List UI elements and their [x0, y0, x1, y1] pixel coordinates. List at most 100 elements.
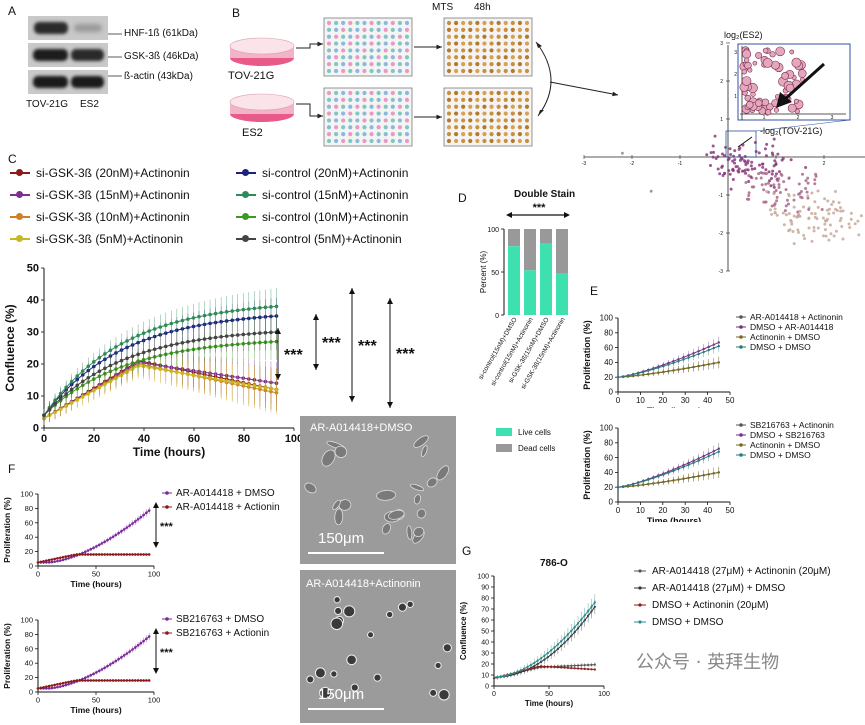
legend-marker-dot	[739, 423, 743, 427]
series-point	[717, 344, 720, 348]
series-point	[61, 684, 65, 688]
series-point	[92, 372, 96, 377]
plate-es2-initial-well	[362, 138, 367, 144]
plate-es2-mts-well	[489, 125, 494, 130]
plate-tov21g-mts-well	[453, 27, 459, 32]
series-point	[247, 332, 251, 336]
plate-es2-initial-well	[404, 125, 410, 130]
plate-tov21g-mts-well	[482, 55, 487, 60]
series-point	[136, 553, 140, 556]
series-point	[125, 679, 129, 682]
y-tick-label: 20	[27, 359, 39, 371]
legend-label: DMSO + Actinonin (20μM)	[652, 600, 769, 611]
volcano-point	[713, 134, 717, 138]
volcano-point	[792, 205, 796, 209]
legend-label: AR-A014418 + Actionin	[176, 502, 280, 513]
series-point	[58, 396, 63, 401]
series-point	[208, 336, 212, 341]
plate-tov21g-initial-well	[383, 62, 388, 67]
series-point	[573, 626, 576, 629]
chart-f-bottom: 0 50 100 0 20 40 60 80 100 Time (hours) Proliferat…	[2, 614, 269, 715]
sig-bracket-head	[153, 628, 159, 634]
volcano-point	[827, 212, 831, 216]
plate-tov21g-initial-well	[355, 55, 360, 60]
series-point	[106, 664, 109, 668]
series-point	[241, 382, 246, 386]
arrow-plate-top-head	[436, 44, 442, 50]
plate-es2-mts-well	[453, 132, 459, 137]
blot-band-gsk3b	[28, 43, 108, 67]
volcano-inset-point	[781, 72, 789, 80]
series-point	[186, 372, 190, 376]
series-point	[543, 654, 546, 657]
legend-label: SB216763 + Actinonin	[750, 420, 834, 430]
series-point	[570, 666, 573, 670]
plate-es2-initial-well	[362, 132, 367, 137]
plate-tov21g-mts-well	[446, 34, 452, 39]
volcano-point	[802, 205, 806, 209]
sig-label: ***	[358, 338, 377, 355]
series-point	[269, 386, 273, 391]
plate-es2-mts-well	[517, 118, 523, 123]
series-point	[702, 457, 705, 460]
plate-es2-mts-well	[524, 132, 530, 137]
plate-es2-mts-well	[461, 138, 466, 144]
series-point	[712, 362, 715, 365]
x-tick-label: 0	[616, 396, 621, 405]
legend-marker-dot	[165, 505, 169, 509]
series-point	[80, 395, 85, 399]
series-point	[692, 354, 695, 358]
series-point	[202, 337, 207, 341]
volcano-point	[777, 183, 781, 187]
plate-tov21g-mts-well	[517, 41, 523, 46]
legend-marker	[236, 213, 256, 220]
sig-bracket-head	[387, 402, 393, 408]
legend-label: AR-A014418 (27μM) + Actinonin (20μM)	[652, 566, 831, 577]
cell	[409, 483, 425, 492]
series-point	[125, 652, 129, 655]
series-point	[241, 332, 246, 337]
volcano-point	[775, 213, 779, 217]
volcano-point	[720, 164, 724, 168]
series-point	[580, 618, 583, 621]
sig-bracket-head	[349, 396, 355, 402]
volcano-point	[747, 194, 751, 198]
series-point	[128, 650, 132, 653]
legend-marker	[236, 191, 256, 198]
series-point	[47, 407, 52, 412]
series-point	[120, 553, 123, 556]
series-point	[114, 345, 118, 349]
series-point	[42, 685, 45, 689]
volcano-point	[727, 169, 731, 173]
plate-es2-mts-well	[524, 118, 530, 123]
legend-dead: Dead cells	[496, 441, 586, 455]
plate-es2-mts-well	[482, 104, 487, 109]
legend-label: si-control (5nM)+Actinonin	[262, 232, 402, 246]
plate-tov21g-mts-well	[524, 68, 530, 74]
series-point	[560, 666, 563, 669]
chart-g-plot: 0 50 100 0 10 20 30 40 50 60 70 80 90 100 Time (hours)…	[459, 566, 831, 708]
volcano-inset-point	[793, 98, 799, 104]
plate-es2-mts-well	[461, 125, 466, 130]
series-point	[81, 679, 84, 682]
cell	[334, 445, 348, 458]
cell	[367, 631, 375, 639]
series-point	[252, 331, 257, 336]
series-point	[692, 475, 695, 479]
plate-es2-mts-well	[517, 97, 523, 102]
legend-marker-dot	[165, 617, 169, 621]
plate-es2-initial-well	[397, 111, 403, 116]
legend-item: si-control (15nM)+Actinonin	[236, 188, 408, 202]
plate-es2-initial-well	[333, 125, 339, 130]
volcano-point	[821, 234, 825, 238]
series-point	[258, 306, 262, 310]
y-tick-label: 60	[481, 617, 489, 624]
volcano-point	[723, 172, 727, 176]
plate-tov21g-mts-well	[446, 48, 452, 53]
volcano-point	[763, 171, 767, 175]
cell	[334, 508, 344, 526]
plate-es2-initial-well	[348, 97, 353, 102]
plate-tov21g-mts-well	[468, 55, 473, 60]
plate-es2-initial-well	[390, 125, 395, 130]
volcano-point	[838, 219, 842, 223]
